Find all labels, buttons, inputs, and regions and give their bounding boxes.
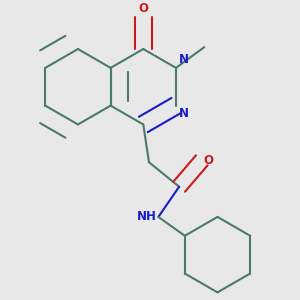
Text: NH: NH [137, 210, 157, 224]
Text: N: N [178, 107, 189, 120]
Text: N: N [178, 53, 189, 66]
Text: O: O [138, 2, 148, 15]
Text: O: O [204, 154, 214, 167]
